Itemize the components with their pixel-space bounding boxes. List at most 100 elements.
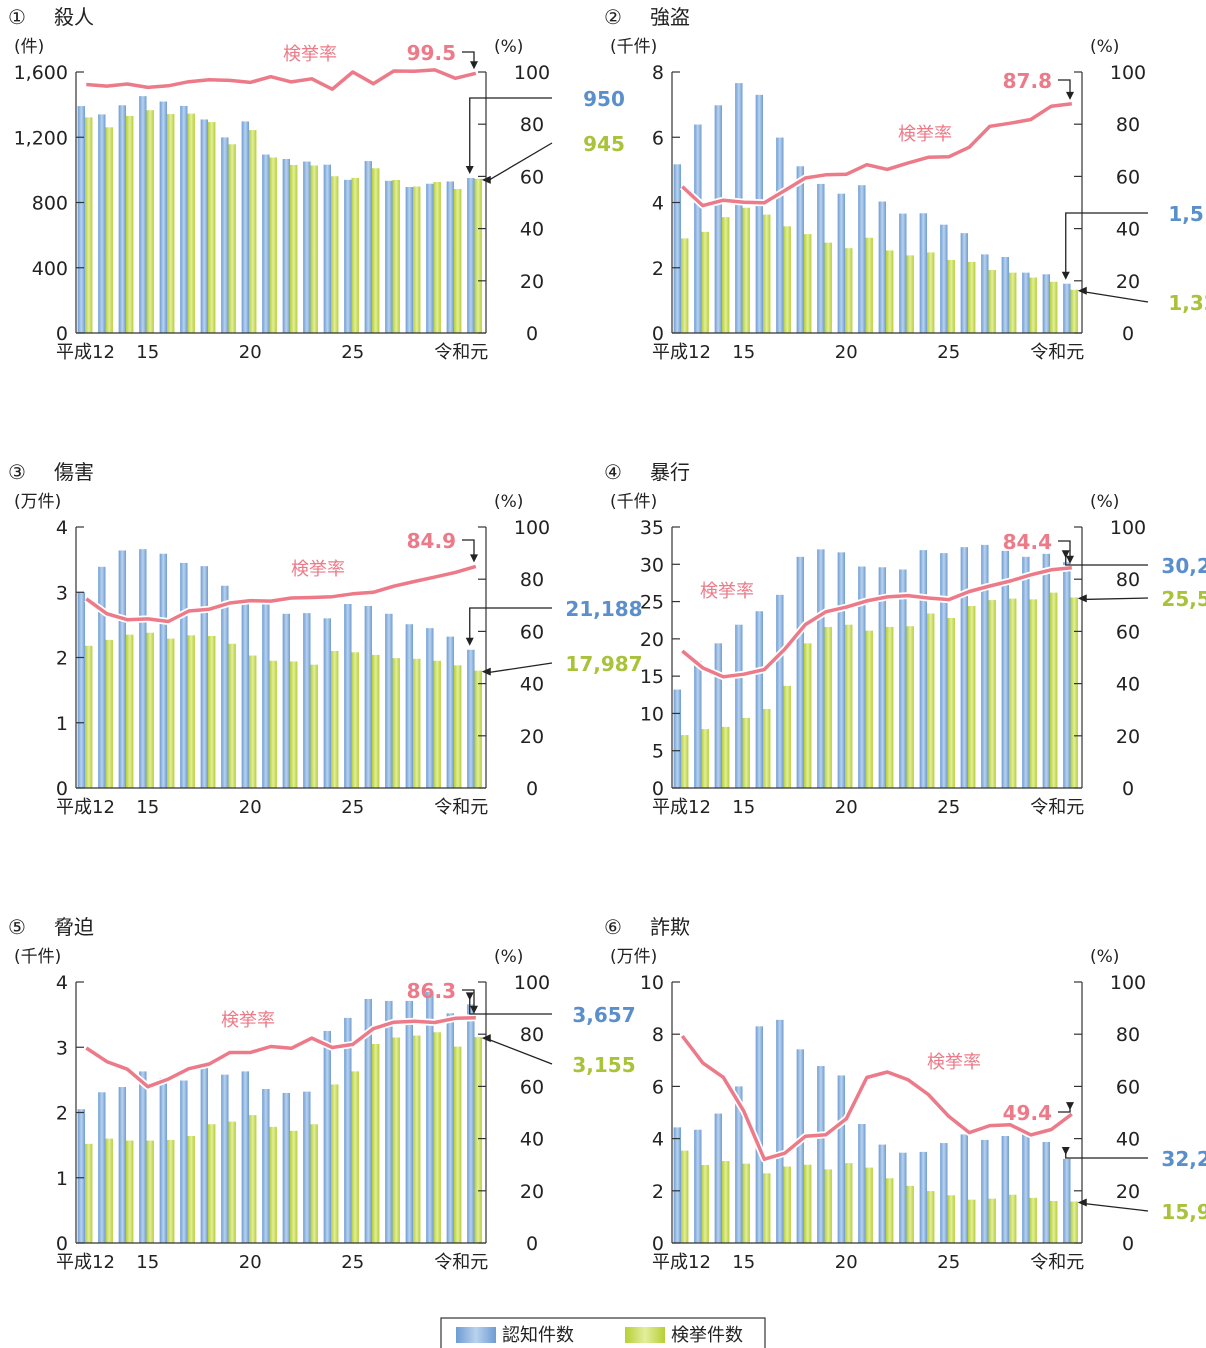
bar-recognized	[1001, 550, 1010, 788]
x-tick-label: 25	[937, 1252, 960, 1273]
bar-recognized	[467, 178, 475, 333]
bar-cleared	[1050, 281, 1058, 333]
bar-recognized	[1022, 272, 1030, 333]
bar-recognized	[940, 224, 948, 333]
bar-cleared	[474, 670, 482, 788]
x-tick-label: 平成12	[652, 797, 711, 818]
cleared-value-label: 3,155	[572, 1053, 635, 1077]
recognized-callout-line	[469, 97, 552, 173]
bar-recognized	[344, 179, 352, 333]
y2-tick-label: 80	[1116, 1024, 1140, 1046]
y2-tick-label: 40	[520, 219, 544, 241]
bar-cleared	[105, 1138, 113, 1243]
chart-number: ②	[604, 5, 622, 29]
rate-line-label: 検挙率	[898, 124, 952, 145]
cleared-value-label: 25,556	[1161, 587, 1206, 611]
y2-tick-label: 100	[1110, 62, 1146, 84]
bar-cleared	[824, 626, 832, 788]
bar-cleared	[126, 634, 134, 788]
bar-recognized	[385, 613, 393, 788]
bar-recognized	[755, 94, 764, 334]
bar-recognized	[282, 1092, 291, 1243]
x-tick-label: 平成12	[56, 342, 115, 363]
y-tick-label: 20	[640, 629, 664, 651]
bar-cleared	[783, 1166, 791, 1243]
y2-tick-label: 80	[1116, 569, 1140, 591]
x-tick-label: 25	[341, 342, 364, 363]
y-tick-label: 0	[56, 323, 68, 345]
y2-tick-label: 60	[1116, 621, 1140, 643]
bar-cleared	[126, 1140, 134, 1243]
bar-cleared	[722, 726, 730, 788]
y2-axis-unit: (%)	[494, 947, 523, 967]
y2-tick-label: 80	[520, 114, 544, 136]
rate-callout-line	[1058, 540, 1071, 562]
recognized-value-label: 950	[583, 87, 625, 111]
bar-cleared	[372, 1043, 380, 1243]
y-tick-label: 4	[652, 193, 664, 215]
rate-line	[86, 68, 477, 91]
rate-line	[681, 102, 1073, 208]
y2-axis-unit: (%)	[494, 492, 523, 512]
bar-recognized	[919, 550, 928, 788]
y2-tick-label: 40	[1116, 1129, 1140, 1151]
bar-recognized	[344, 603, 352, 788]
bar-cleared	[351, 1071, 359, 1243]
x-tick-label: 25	[937, 342, 960, 363]
rate-value-label: 84.9	[407, 529, 456, 553]
bar-recognized	[776, 137, 784, 333]
bar-recognized	[262, 1089, 270, 1243]
bar-cleared	[85, 645, 93, 788]
y-tick-label: 10	[640, 972, 664, 994]
bar-recognized	[200, 1068, 209, 1243]
bar-recognized	[221, 1074, 229, 1243]
bar-recognized	[241, 121, 250, 333]
bar-recognized	[405, 624, 414, 788]
cleared-callout-line	[487, 662, 553, 674]
bar-cleared	[228, 1121, 236, 1243]
bar-recognized	[1022, 556, 1030, 788]
bar-recognized	[981, 544, 989, 788]
bar-cleared	[413, 186, 421, 333]
bar-recognized	[878, 201, 887, 333]
bar-recognized	[776, 594, 784, 788]
bar-recognized	[446, 1013, 455, 1243]
y2-tick-label: 100	[1110, 517, 1146, 539]
y2-axis-unit: (%)	[494, 37, 523, 57]
bar-cleared	[988, 270, 996, 333]
y2-tick-label: 20	[1116, 271, 1140, 293]
bar-cleared	[331, 1084, 339, 1243]
bar-recognized	[796, 556, 805, 788]
bar-cleared	[701, 231, 709, 333]
bar-recognized	[303, 613, 311, 788]
bar-cleared	[763, 1173, 771, 1243]
bar-cleared	[1009, 1194, 1017, 1243]
y-axis-unit: (千件)	[610, 37, 657, 57]
rate-value-label: 99.5	[407, 41, 456, 65]
bar-cleared	[681, 1150, 689, 1243]
chart-number: ⑥	[604, 915, 622, 939]
bar-cleared	[228, 144, 236, 333]
x-tick-label: 20	[835, 1252, 858, 1273]
bar-recognized	[755, 1026, 764, 1243]
rate-value-label: 84.4	[1003, 530, 1052, 554]
rate-line	[680, 1034, 1073, 1161]
bar-cleared	[927, 252, 935, 333]
bar-recognized	[426, 991, 434, 1243]
bar-cleared	[392, 1037, 400, 1243]
bar-cleared	[845, 1163, 853, 1243]
bar-cleared	[927, 613, 935, 788]
bar-cleared	[763, 708, 771, 788]
cleared-callout-arrow	[1077, 1198, 1087, 1207]
bar-cleared	[988, 1198, 996, 1243]
bar-cleared	[681, 735, 689, 788]
y-tick-label: 0	[652, 778, 664, 800]
bar-recognized	[940, 553, 948, 788]
x-tick-label: 令和元	[1030, 797, 1084, 818]
y-tick-label: 800	[32, 193, 68, 215]
bar-cleared	[722, 217, 730, 333]
chart-number: ①	[8, 5, 26, 29]
bar-cleared	[1070, 1201, 1078, 1243]
x-tick-label: 平成12	[56, 1252, 115, 1273]
